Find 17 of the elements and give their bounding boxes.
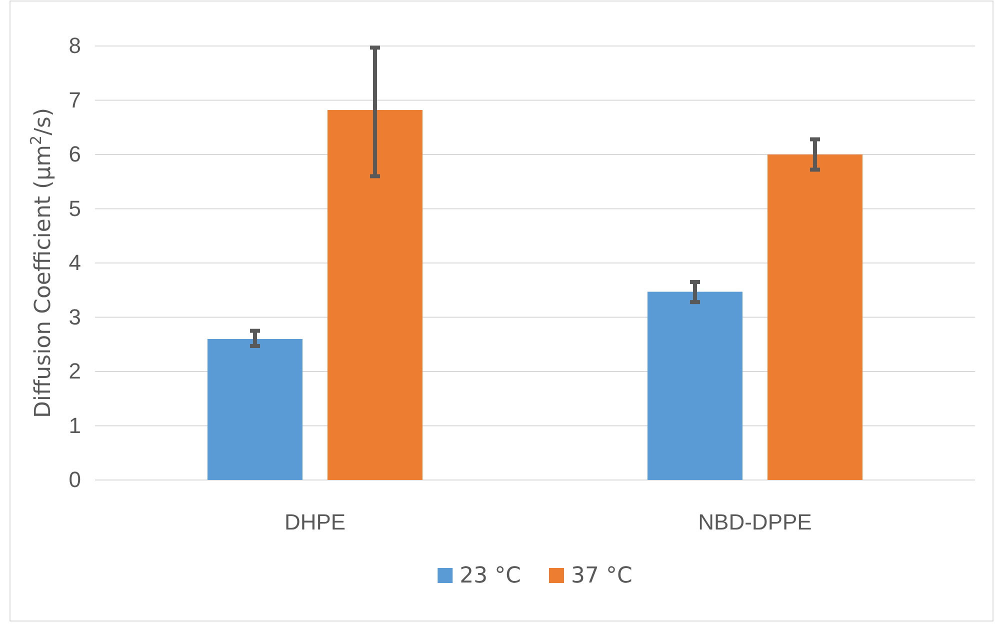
legend-label: 37 °C [571, 564, 632, 589]
bar [328, 110, 422, 480]
y-tick-label: 7 [68, 87, 81, 112]
bar [768, 154, 862, 480]
x-tick-label: DHPE [284, 510, 346, 535]
y-tick-label: 5 [68, 196, 81, 221]
bar [208, 338, 302, 480]
y-tick-label: 8 [68, 33, 81, 58]
y-tick-label: 6 [68, 142, 81, 167]
y-tick-label: 4 [68, 250, 81, 276]
y-tick-label: 3 [68, 304, 81, 330]
bar [648, 292, 742, 480]
x-tick-label: NBD-DPPE [698, 510, 812, 535]
y-tick-label: 1 [68, 412, 81, 438]
y-tick-label: 0 [68, 467, 81, 492]
y-tick-label: 2 [68, 358, 81, 384]
legend-label: 23 °C [460, 564, 521, 589]
